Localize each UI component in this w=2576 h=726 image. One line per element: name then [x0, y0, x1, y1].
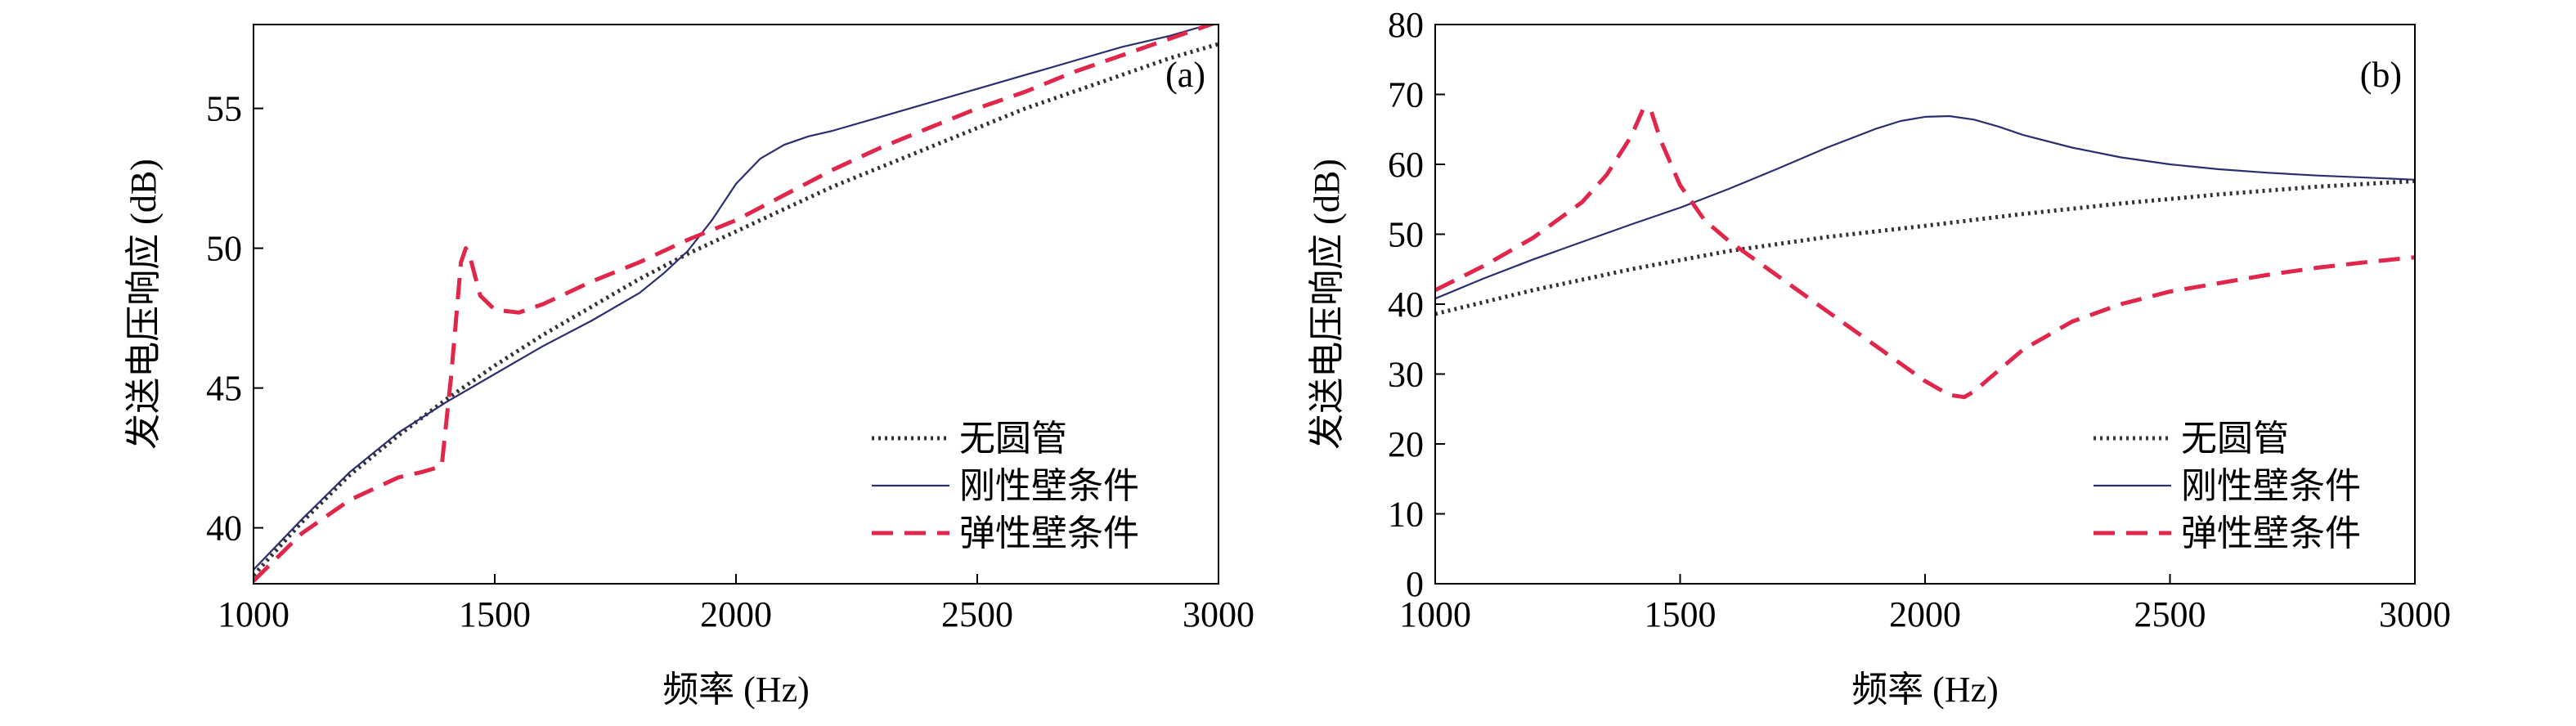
series-group	[1435, 106, 2415, 400]
x-tick-label: 2500	[941, 594, 1013, 634]
x-tick-label: 2500	[2134, 594, 2206, 634]
series-group	[254, 25, 1218, 583]
x-tick-label: 1500	[1645, 594, 1717, 634]
x-axis-title: 频率 (Hz)	[662, 670, 810, 710]
series-line-elastic-wall	[1435, 106, 2415, 400]
x-tick-label: 2000	[700, 594, 772, 634]
y-tick-label: 30	[1388, 355, 1424, 395]
y-tick-label: 50	[206, 229, 242, 269]
chart-panel-a: 1000 1500 2000 2500 3000 40 45 50 55 频率 (Hz) 发送电压响…	[123, 24, 1254, 710]
y-tick-label: 45	[206, 369, 242, 409]
y-tick-label: 70	[1388, 75, 1424, 115]
x-tick-label: 2000	[1889, 594, 1961, 634]
series-line-no-tube	[1435, 179, 2415, 316]
legend-label: 无圆管	[2181, 419, 2289, 459]
x-tick-label: 1000	[1399, 594, 1471, 634]
panel-label: (a)	[1165, 55, 1205, 95]
y-axis-title: 发送电压响应 (dB)	[123, 159, 164, 450]
x-tick-label: 3000	[1183, 594, 1254, 634]
panel-label: (b)	[2360, 55, 2402, 95]
series-line-no-tube	[254, 42, 1218, 577]
legend-label: 刚性壁条件	[2181, 466, 2361, 506]
series-line-rigid-wall	[1435, 114, 2415, 300]
chart-panel-b: 1000 1500 2000 2500 3000 0 10 20 30 40 50 60 70 80 频率 …	[1307, 5, 2451, 710]
x-tick-label: 1500	[459, 594, 531, 634]
y-tick-label: 10	[1388, 495, 1424, 535]
y-tick-label: 50	[1388, 215, 1424, 255]
legend-label: 无圆管	[959, 419, 1067, 459]
legend-label: 弹性壁条件	[959, 513, 1139, 553]
legend-label: 刚性壁条件	[959, 466, 1139, 506]
y-tick-label: 80	[1388, 5, 1424, 45]
x-tick-label: 3000	[2379, 594, 2451, 634]
x-tick-label: 1000	[218, 594, 289, 634]
series-line-elastic-wall	[254, 25, 1217, 583]
y-tick-label: 55	[206, 89, 242, 129]
y-tick-label: 60	[1388, 145, 1424, 185]
legend-label: 弹性壁条件	[2181, 513, 2361, 553]
y-tick-label: 20	[1388, 424, 1424, 464]
y-tick-label: 40	[206, 509, 242, 549]
y-tick-label: 0	[1406, 564, 1424, 604]
y-tick-label: 40	[1388, 285, 1424, 325]
y-axis-title: 发送电压响应 (dB)	[1307, 159, 1347, 450]
series-line-rigid-wall	[254, 25, 1213, 571]
x-axis-title: 频率 (Hz)	[1851, 670, 1999, 710]
